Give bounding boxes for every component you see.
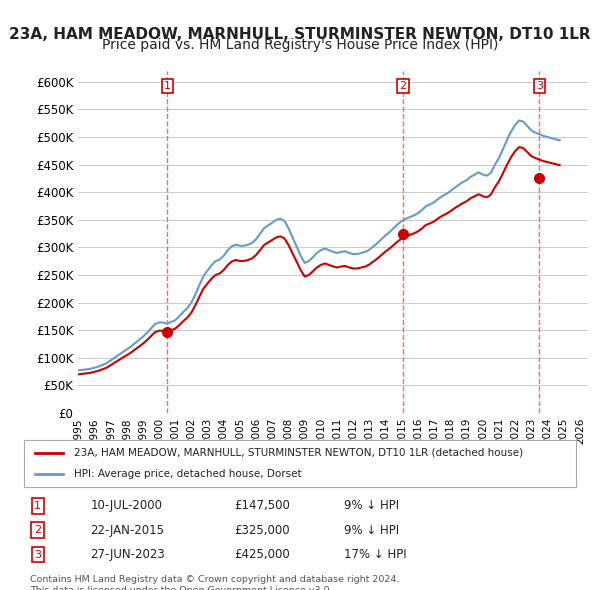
Text: 9% ↓ HPI: 9% ↓ HPI bbox=[344, 524, 399, 537]
Text: 27-JUN-2023: 27-JUN-2023 bbox=[90, 548, 165, 561]
Text: 2: 2 bbox=[34, 525, 41, 535]
Text: £425,000: £425,000 bbox=[234, 548, 290, 561]
Text: 17% ↓ HPI: 17% ↓ HPI bbox=[344, 548, 407, 561]
Text: 22-JAN-2015: 22-JAN-2015 bbox=[90, 524, 164, 537]
Text: 9% ↓ HPI: 9% ↓ HPI bbox=[344, 499, 399, 513]
Text: 3: 3 bbox=[34, 550, 41, 559]
Text: Contains HM Land Registry data © Crown copyright and database right 2024.
This d: Contains HM Land Registry data © Crown c… bbox=[30, 575, 400, 590]
Text: 2: 2 bbox=[399, 81, 406, 91]
Text: £147,500: £147,500 bbox=[234, 499, 290, 513]
Text: 23A, HAM MEADOW, MARNHULL, STURMINSTER NEWTON, DT10 1LR (detached house): 23A, HAM MEADOW, MARNHULL, STURMINSTER N… bbox=[74, 448, 523, 458]
Text: HPI: Average price, detached house, Dorset: HPI: Average price, detached house, Dors… bbox=[74, 468, 301, 478]
Text: 10-JUL-2000: 10-JUL-2000 bbox=[90, 499, 162, 513]
Text: 1: 1 bbox=[164, 81, 171, 91]
Text: Price paid vs. HM Land Registry's House Price Index (HPI): Price paid vs. HM Land Registry's House … bbox=[102, 38, 498, 53]
Text: 1: 1 bbox=[34, 501, 41, 511]
Text: 3: 3 bbox=[536, 81, 543, 91]
Text: £325,000: £325,000 bbox=[234, 524, 289, 537]
Text: 23A, HAM MEADOW, MARNHULL, STURMINSTER NEWTON, DT10 1LR: 23A, HAM MEADOW, MARNHULL, STURMINSTER N… bbox=[9, 27, 591, 41]
